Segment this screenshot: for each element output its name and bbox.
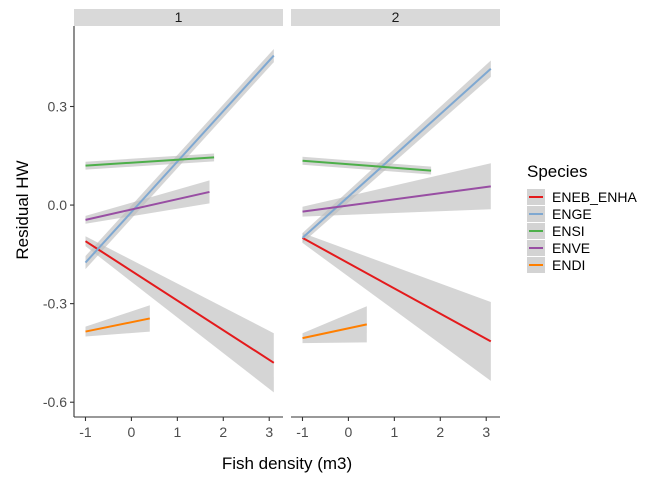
legend-label-endi: ENDI xyxy=(552,257,585,273)
panels-layer: 1 -1 0 1 2 3 2 -1 0 1 2 3 xyxy=(74,9,500,440)
x-tick-label: 0 xyxy=(345,424,353,440)
series-line-ensi xyxy=(85,156,215,167)
ci-band-enve xyxy=(302,163,491,217)
y-tick-label: 0.0 xyxy=(48,197,68,213)
series-line-eneb_enha xyxy=(84,240,275,364)
legend-label-ensi: ENSI xyxy=(552,223,585,239)
ci-band-endi xyxy=(302,306,367,344)
series-line-ensi xyxy=(302,159,432,172)
series-line-endi xyxy=(302,323,368,340)
ci-band-enge xyxy=(302,60,491,243)
x-tick-label: 0 xyxy=(128,424,136,440)
x-tick-label: -1 xyxy=(296,424,309,440)
x-tick-label: 3 xyxy=(482,424,490,440)
series-line-enge xyxy=(301,67,492,239)
facet-strip-label: 2 xyxy=(392,9,400,25)
legend-title: Species xyxy=(527,162,587,181)
x-tick-label: 2 xyxy=(436,424,444,440)
ci-band-enve xyxy=(85,180,210,224)
facet-panel-1: 1 -1 0 1 2 3 xyxy=(74,9,283,440)
series-line-endi xyxy=(85,317,150,333)
y-axis: 0.3 0.0 -0.3 -0.6 xyxy=(43,26,75,417)
ci-band-eneb_enha xyxy=(85,236,274,393)
x-tick-label: 1 xyxy=(173,424,181,440)
x-tick-label: 2 xyxy=(219,424,227,440)
x-tick-label: 1 xyxy=(390,424,398,440)
series-line-enve xyxy=(85,190,210,221)
facet-strip-label: 1 xyxy=(175,9,183,25)
series-line-eneb_enha xyxy=(302,237,492,343)
legend-label-enge: ENGE xyxy=(552,206,592,222)
facet-strip xyxy=(291,9,500,26)
legend-label-eneb_enha: ENEB_ENHA xyxy=(552,189,637,205)
ci-band-eneb_enha xyxy=(302,233,491,381)
y-axis-label: Residual HW xyxy=(13,160,32,259)
y-tick-label: -0.3 xyxy=(43,296,67,312)
legend-label-enve: ENVE xyxy=(552,240,590,256)
series-line-enve xyxy=(302,185,491,213)
y-tick-label: -0.6 xyxy=(43,394,67,410)
facet-strip xyxy=(74,9,283,26)
x-axis-label: Fish density (m3) xyxy=(222,454,352,473)
facet-panel-2: 2 -1 0 1 2 3 xyxy=(291,9,500,440)
y-tick-label: 0.3 xyxy=(48,99,68,115)
x-tick-label: -1 xyxy=(79,424,92,440)
x-tick-label: 3 xyxy=(265,424,273,440)
